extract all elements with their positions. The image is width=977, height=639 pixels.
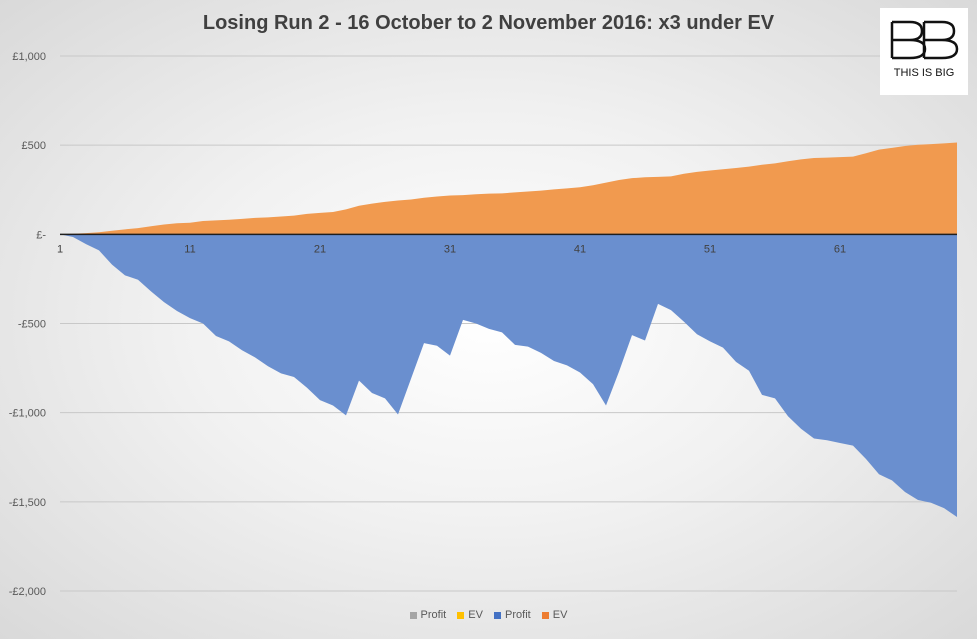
legend-label: Profit [505, 609, 531, 622]
logo: THIS IS BIG [880, 8, 968, 95]
chart-title: Losing Run 2 - 16 October to 2 November … [202, 12, 775, 34]
x-tick-label: 61 [834, 243, 846, 255]
x-tick-label: 11 [184, 243, 195, 255]
legend-item: Profit [494, 609, 531, 621]
legend: Profit EV Profit EV [0, 609, 977, 621]
legend-swatch [494, 611, 502, 619]
x-tick-label: 31 [444, 243, 456, 255]
legend-swatch [409, 611, 417, 619]
y-tick-label: -£1,500 [9, 497, 46, 509]
x-tick-label: 21 [314, 243, 326, 255]
x-tick-label: 1 [57, 243, 63, 255]
y-tick-label: -£1,000 [9, 408, 46, 420]
logo-text: THIS IS BIG [893, 67, 955, 79]
bb-logo-mark-icon [890, 20, 959, 60]
legend-swatch [457, 611, 465, 619]
profit-area [60, 234, 957, 517]
legend-item: EV [541, 609, 568, 622]
y-tick-label: £1,000 [12, 51, 46, 63]
y-tick-label: £- [36, 229, 46, 241]
legend-label: EV [552, 609, 568, 622]
legend-label: EV [468, 609, 483, 622]
x-tick-label: 41 [574, 243, 586, 255]
y-tick-label: £500 [22, 140, 46, 152]
y-tick-label: -£500 [18, 319, 46, 331]
legend-swatch [541, 611, 549, 619]
legend-item: EV [457, 609, 483, 621]
legend-item: Profit [409, 609, 447, 622]
x-tick-label: 51 [704, 243, 716, 255]
legend-label: Profit [420, 609, 447, 622]
ev-area [60, 142, 957, 235]
y-tick-label: -£2,000 [9, 586, 46, 598]
